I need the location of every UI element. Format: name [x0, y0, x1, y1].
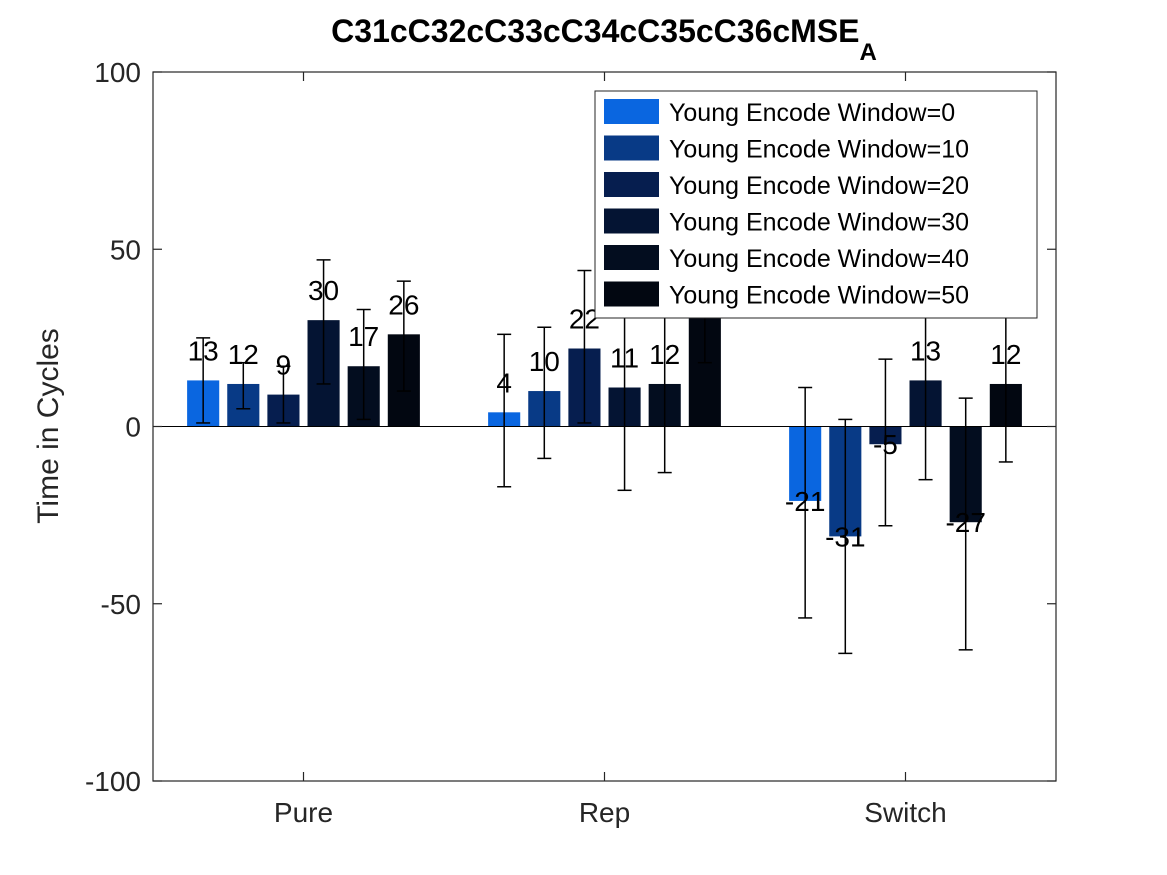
x-tick-label: Pure [274, 797, 333, 828]
data-label: 30 [308, 275, 339, 306]
data-label: 13 [910, 335, 941, 366]
legend-entry: Young Encode Window=30 [669, 209, 969, 237]
error-bars-layer [196, 227, 1013, 655]
y-tick-label: 50 [110, 234, 141, 265]
legend-swatch [604, 135, 659, 161]
legend-swatch [604, 99, 659, 124]
legend-box [594, 90, 1038, 319]
legend-swatch [604, 208, 659, 234]
data-label: 12 [649, 339, 680, 370]
y-axis-label: Time in Cycles [32, 328, 65, 524]
legend-entry: Young Encode Window=40 [669, 245, 969, 273]
chart-title-subscript: A [860, 39, 877, 66]
y-tick-label: 100 [94, 57, 141, 88]
data-label: 26 [388, 289, 419, 320]
legend-entry: Young Encode Window=50 [669, 282, 969, 310]
legend-swatch [604, 281, 659, 307]
data-label: 9 [276, 350, 292, 381]
data-label: -27 [945, 507, 985, 538]
data-label: 12 [990, 339, 1021, 370]
data-label: 12 [228, 339, 259, 370]
x-tick-label: Rep [579, 797, 630, 828]
y-tick-label: 0 [125, 412, 141, 443]
data-label: 17 [348, 321, 379, 352]
y-tick-label: -100 [85, 766, 141, 797]
chart-title: C31cC32cC33cC34cC35cC36cMSEA [331, 13, 877, 66]
data-label: 13 [188, 335, 219, 366]
chart-title-text: C31cC32cC33cC34cC35cC36cMSE [331, 13, 859, 49]
legend-entry: Young Encode Window=10 [669, 136, 969, 164]
x-tick-label: Switch [864, 797, 946, 828]
legend-entry: Young Encode Window=20 [669, 172, 969, 200]
y-tick-label: -50 [101, 589, 141, 620]
axis-ticks-layer: -100 -50 0 50 100 Pure Rep Switch [85, 57, 1056, 828]
legend: Young Encode Window=0 Young Encode Window… [594, 90, 1038, 319]
legend-entry: Young Encode Window=0 [669, 99, 955, 127]
data-label: 4 [496, 367, 512, 398]
legend-swatch [604, 245, 659, 270]
legend-swatch [604, 172, 659, 197]
data-label: -31 [825, 521, 865, 552]
data-label: 11 [610, 343, 639, 374]
data-label: -21 [785, 486, 825, 517]
data-label: -5 [873, 429, 898, 460]
data-label: 10 [529, 346, 560, 377]
